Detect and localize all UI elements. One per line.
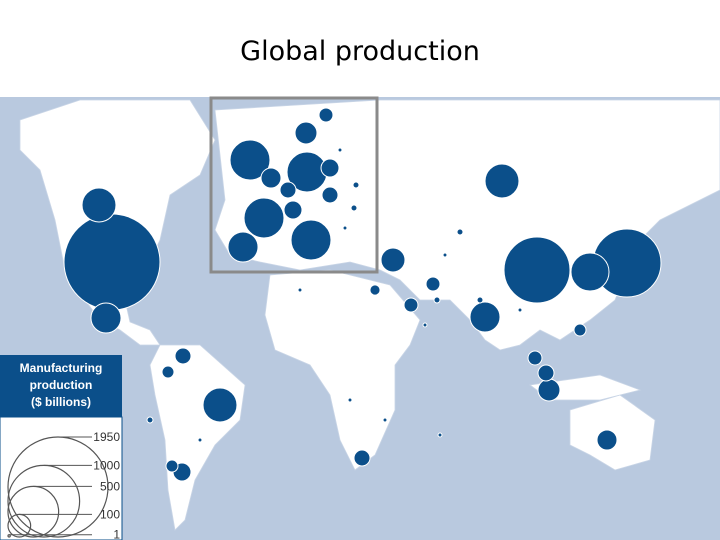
bubble — [174, 347, 192, 365]
europe-inset-frame — [209, 96, 379, 274]
africa — [264, 269, 421, 471]
bubble — [146, 416, 154, 424]
bubble — [503, 236, 571, 304]
bubble — [347, 397, 353, 403]
bubble — [227, 231, 259, 263]
bubble — [596, 429, 618, 451]
bubble — [456, 228, 464, 236]
bubble — [425, 276, 441, 292]
bubbles — [63, 107, 662, 482]
bubble — [161, 365, 175, 379]
legend-value: 500 — [100, 479, 120, 493]
legend-value: 1950 — [93, 430, 120, 444]
legend: Manufacturing production ($ billions) 19… — [0, 355, 123, 540]
legend-value: 1 — [113, 528, 120, 540]
bubble — [380, 247, 406, 273]
bubble — [369, 284, 381, 296]
bubble — [527, 350, 543, 366]
slide-title: Global production — [240, 36, 480, 67]
legend-items: 1950 1000 500 100 1 — [7, 430, 120, 540]
legend-value: 100 — [100, 507, 120, 521]
bubble — [469, 301, 501, 333]
bubble — [229, 139, 271, 181]
bubble — [197, 437, 203, 443]
legend-value: 1000 — [93, 458, 120, 472]
bubble — [165, 459, 179, 473]
bubble — [321, 186, 339, 204]
bubble — [403, 297, 419, 313]
bubble — [279, 181, 297, 199]
bubble — [382, 417, 388, 423]
legend-title: production — [30, 378, 93, 392]
bubble — [81, 187, 117, 223]
bubble — [283, 200, 303, 220]
bubble — [318, 107, 334, 123]
bubble — [517, 307, 523, 313]
bubble — [297, 287, 303, 293]
bubble — [437, 432, 443, 438]
bubble — [350, 204, 358, 212]
bubble — [570, 252, 610, 292]
bubble — [294, 121, 318, 145]
bubble — [337, 147, 343, 153]
bubble — [202, 387, 238, 423]
bubble — [320, 158, 340, 178]
bubble — [433, 296, 441, 304]
legend-title: Manufacturing — [20, 361, 103, 375]
bubble — [352, 181, 360, 189]
bubble — [243, 197, 285, 239]
legend-header — [0, 355, 122, 417]
bubble — [290, 219, 332, 261]
bubble — [537, 378, 561, 402]
bubble — [537, 364, 555, 382]
bubble — [573, 323, 587, 337]
bubble — [353, 449, 371, 467]
bubble — [63, 213, 161, 311]
bubble — [422, 322, 428, 328]
bubble — [342, 225, 348, 231]
legend-title: ($ billions) — [31, 395, 91, 409]
bubble — [442, 252, 448, 258]
bubble — [476, 296, 484, 304]
bubble — [90, 302, 122, 334]
bubble — [484, 163, 520, 199]
bubble — [260, 167, 282, 189]
